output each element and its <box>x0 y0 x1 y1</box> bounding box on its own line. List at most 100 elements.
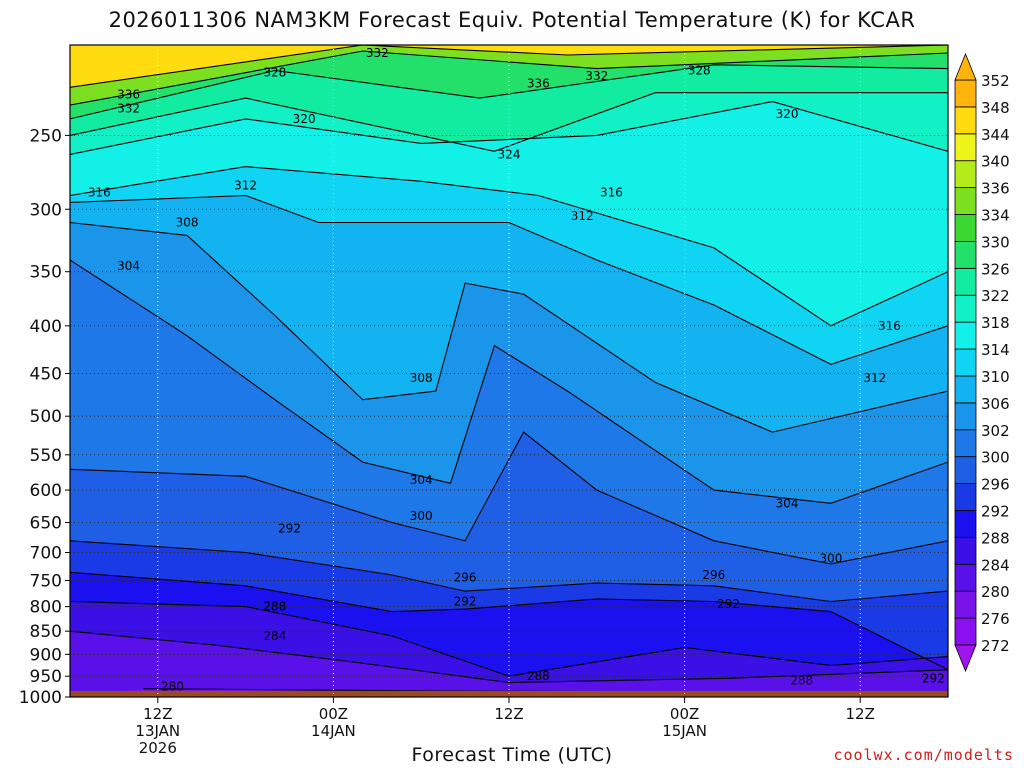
x-tick-label: 2026 <box>139 739 177 757</box>
colorbar-bottom-arrow <box>954 644 977 673</box>
colorbar-label: 284 <box>981 556 1010 574</box>
colorbar-label: 300 <box>981 449 1010 467</box>
colorbar-bin-344 <box>954 106 977 135</box>
colorbar-bin-272 <box>954 617 977 646</box>
colorbar-label: 334 <box>981 207 1010 225</box>
colorbar-bin-284 <box>954 536 977 565</box>
y-tick-label: 500 <box>30 407 62 427</box>
y-tick-label: 250 <box>30 126 62 146</box>
y-tick-label: 450 <box>30 365 62 385</box>
colorbar-label: 272 <box>981 637 1010 655</box>
colorbar-bin-280 <box>954 563 977 592</box>
contour-label: 312 <box>571 209 594 223</box>
contour-line-300 <box>70 431 948 565</box>
x-tick-label: 13JAN <box>135 722 180 740</box>
colorbar-bin-330 <box>954 214 977 242</box>
x-tick-label: 15JAN <box>662 722 707 740</box>
colorbar-bin-318 <box>954 294 977 323</box>
colorbar-bin-334 <box>954 187 977 215</box>
colorbar-label: 344 <box>981 126 1010 144</box>
colorbar-label: 352 <box>981 72 1010 90</box>
contour-label: 320 <box>293 112 316 126</box>
colorbar-label: 302 <box>981 422 1010 440</box>
contour-line-320 <box>70 101 948 155</box>
colorbar-bin-302 <box>954 402 977 431</box>
contour-line-308 <box>70 221 948 433</box>
contour-label: 324 <box>498 147 521 161</box>
credit-link[interactable]: coolwx.com/modelts <box>833 746 1014 764</box>
colorbar-bin-336 <box>954 160 977 189</box>
colorbar-bin-314 <box>954 321 977 350</box>
x-tick-label: 12Z <box>494 705 523 723</box>
y-tick-label: 350 <box>30 263 62 283</box>
y-tick-label: 400 <box>30 317 62 337</box>
contour-labels: 280 284 288 292 296 292 288 296 292 288 292 300 304 3… <box>88 46 945 694</box>
y-tick-label: 300 <box>30 200 62 220</box>
colorbar-label: 326 <box>981 260 1010 278</box>
colorbar-label: 296 <box>981 476 1010 494</box>
colorbar-bin-296 <box>954 456 977 484</box>
contour-label: 336 <box>117 88 140 102</box>
contour-line-312 <box>70 194 948 365</box>
x-tick-label: 14JAN <box>311 722 356 740</box>
colorbar-bin-288 <box>954 510 977 538</box>
y-tick-label: 800 <box>30 598 62 618</box>
contour-label: 332 <box>366 46 389 60</box>
contour-label: 328 <box>263 65 286 79</box>
contour-label: 280 <box>161 680 184 694</box>
y-tick-label: 700 <box>30 544 62 564</box>
contour-line-292 <box>70 571 948 671</box>
colorbar-label: 306 <box>981 395 1010 413</box>
x-tick-label: 12Z <box>143 705 172 723</box>
y-tick-label: 850 <box>30 622 62 642</box>
y-tick-label: 600 <box>30 481 62 501</box>
contour-label: 332 <box>585 69 608 83</box>
contour-label: 312 <box>234 179 257 193</box>
colorbar-label: 340 <box>981 153 1010 171</box>
contour-line-284 <box>70 630 948 684</box>
y-tick-label: 1000 <box>19 688 62 708</box>
colorbar-bin-340 <box>954 133 977 162</box>
y-tick-label: 900 <box>30 645 62 665</box>
y-tick-label: 650 <box>30 513 62 533</box>
colorbar-bin-292 <box>954 483 977 511</box>
contour-label: 316 <box>878 319 901 333</box>
colorbar-label: 318 <box>981 314 1010 332</box>
contour-line-332 <box>70 50 948 106</box>
colorbar-bin-326 <box>954 241 977 269</box>
colorbar-label: 276 <box>981 610 1010 628</box>
colorbar-bin-310 <box>954 348 977 377</box>
contour-line-288 <box>70 600 948 677</box>
colorbar-label: 292 <box>981 502 1010 520</box>
filled-layers <box>70 45 948 697</box>
contour-label: 300 <box>819 551 842 565</box>
contour-label: 316 <box>600 186 623 200</box>
contour-label: 336 <box>527 77 550 91</box>
colorbar-label: 310 <box>981 368 1010 386</box>
colorbar-label: 314 <box>981 341 1010 359</box>
contour-line-296 <box>70 540 948 603</box>
layer-284 <box>70 631 948 697</box>
contour-label: 292 <box>278 522 301 536</box>
contour-label: 292 <box>922 671 945 685</box>
y-tick-label: 950 <box>30 667 62 687</box>
contour-label: 288 <box>790 673 813 687</box>
x-tick-label: 00Z <box>319 705 348 723</box>
colorbar-label: 288 <box>981 529 1010 547</box>
colorbar-bin-300 <box>954 429 977 458</box>
y-tick-label: 750 <box>30 571 62 591</box>
chart-title: 2026011306 NAM3KM Forecast Equiv. Potent… <box>108 8 916 32</box>
contour-label: 304 <box>776 496 799 510</box>
colorbar-bin-306 <box>954 375 977 404</box>
colorbar: 272 276 280 284 288 292 296 300 302 306 310 314 318 3… <box>954 52 1010 673</box>
colorbar-top-arrow <box>954 52 977 81</box>
colorbar-label: 280 <box>981 583 1010 601</box>
contour-label: 296 <box>702 568 725 582</box>
contour-label: 288 <box>527 669 550 683</box>
contour-label: 300 <box>410 509 433 523</box>
colorbar-label: 322 <box>981 287 1010 305</box>
grid-lines <box>70 45 948 698</box>
colorbar-bin-348 <box>954 79 977 108</box>
